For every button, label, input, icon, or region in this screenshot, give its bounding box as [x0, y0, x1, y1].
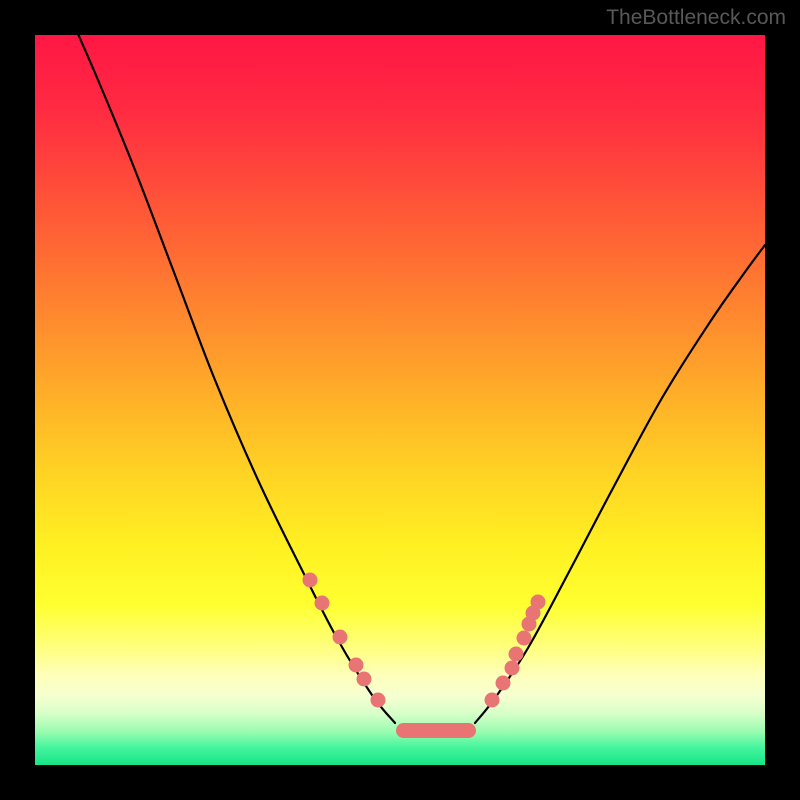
chart-svg: [0, 0, 800, 800]
curve-marker-dot: [505, 661, 520, 676]
curve-marker-dot: [349, 658, 364, 673]
curve-marker-dot: [371, 693, 386, 708]
curve-marker-dot: [509, 647, 524, 662]
curve-marker-dot: [485, 693, 500, 708]
curve-marker-dot: [333, 630, 348, 645]
plot-gradient-area: [35, 35, 765, 765]
bottleneck-chart: TheBottleneck.com: [0, 0, 800, 800]
curve-marker-dot: [357, 672, 372, 687]
curve-marker-dot: [496, 676, 511, 691]
watermark-text: TheBottleneck.com: [606, 6, 786, 30]
curve-marker-dot: [531, 595, 546, 610]
curve-marker-dot: [517, 631, 532, 646]
curve-bottom-marker: [396, 723, 476, 738]
curve-marker-dot: [303, 573, 318, 588]
curve-marker-dot: [315, 596, 330, 611]
